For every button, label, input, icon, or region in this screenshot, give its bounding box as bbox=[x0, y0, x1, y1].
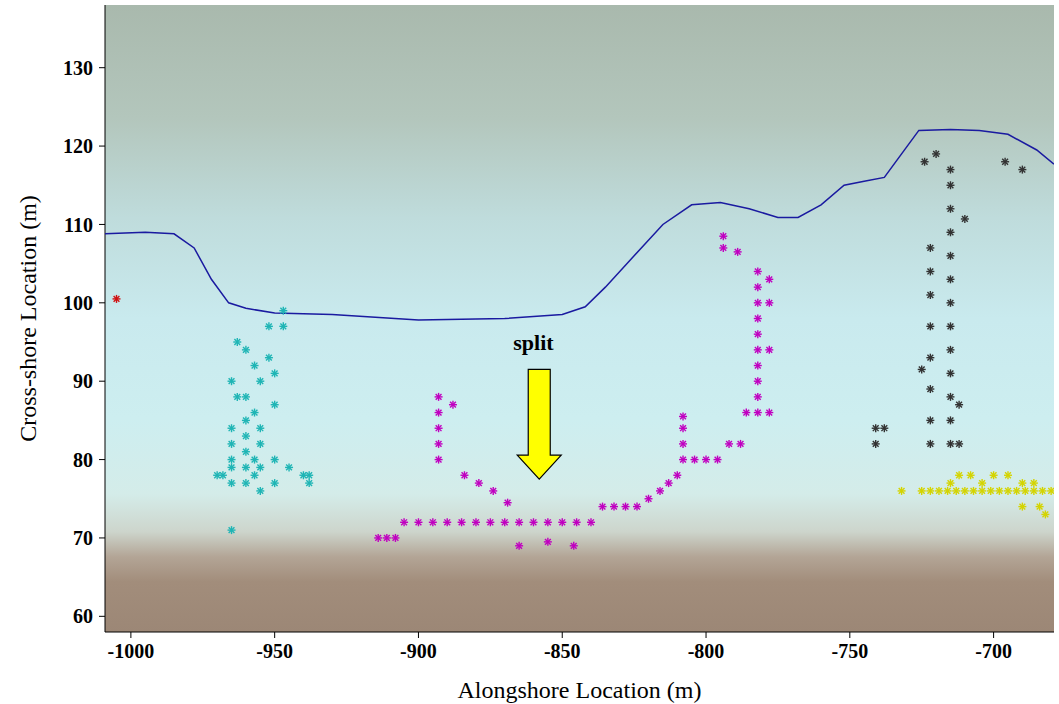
svg-text:130: 130 bbox=[63, 57, 93, 79]
svg-text:Alongshore Location (m): Alongshore Location (m) bbox=[458, 677, 702, 703]
svg-text:-1000: -1000 bbox=[108, 640, 155, 662]
svg-text:-950: -950 bbox=[256, 640, 293, 662]
svg-text:90: 90 bbox=[73, 370, 93, 392]
svg-text:-900: -900 bbox=[400, 640, 437, 662]
svg-text:-850: -850 bbox=[544, 640, 581, 662]
svg-text:Cross-shore Location (m): Cross-shore Location (m) bbox=[15, 195, 41, 442]
svg-text:70: 70 bbox=[73, 527, 93, 549]
svg-text:split: split bbox=[513, 330, 554, 355]
svg-text:60: 60 bbox=[73, 605, 93, 627]
svg-text:120: 120 bbox=[63, 135, 93, 157]
svg-text:110: 110 bbox=[64, 214, 93, 236]
svg-text:80: 80 bbox=[73, 449, 93, 471]
svg-text:-700: -700 bbox=[975, 640, 1012, 662]
svg-text:-750: -750 bbox=[831, 640, 868, 662]
svg-text:-800: -800 bbox=[688, 640, 725, 662]
svg-text:100: 100 bbox=[63, 292, 93, 314]
